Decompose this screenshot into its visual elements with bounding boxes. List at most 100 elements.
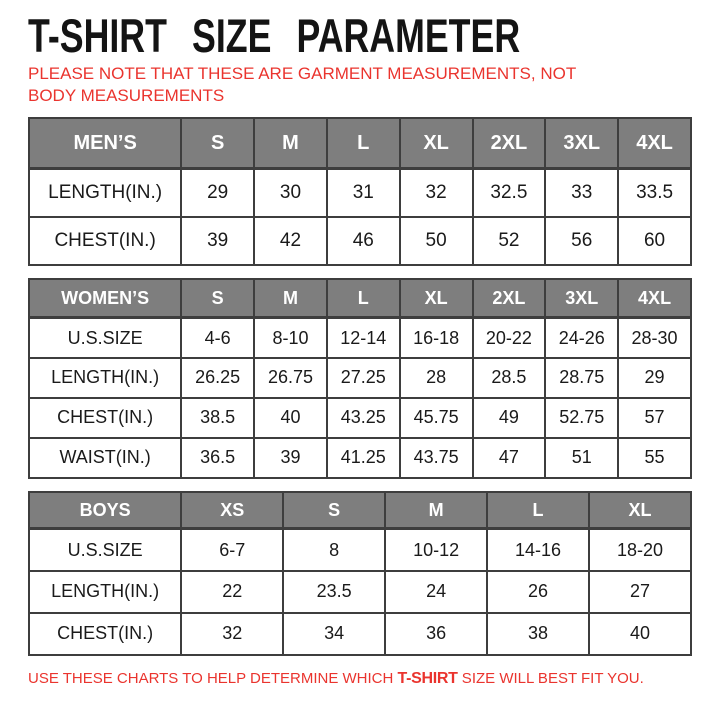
value-cell: 42: [253, 215, 328, 266]
womens-size-header-cell: 2XL: [471, 277, 547, 320]
womens-size-header-cell: L: [325, 277, 401, 320]
boys-table-row: CHEST(IN.) 32 34 36 38 40: [27, 611, 692, 656]
mens-size-header-cell: S: [180, 116, 256, 171]
value-cell: 56: [544, 215, 620, 266]
value-cell: 32: [180, 611, 285, 656]
size-parameter-page: T-SHIRT SIZE PARAMETER PLEASE NOTE THAT …: [27, 9, 692, 688]
value-cell: 31: [325, 167, 401, 218]
value-cell: 26.75: [253, 356, 328, 399]
value-cell: 4-6: [180, 316, 256, 359]
value-cell: 18-20: [588, 527, 692, 572]
value-cell: 12-14: [325, 316, 401, 359]
womens-size-table: WOMEN’S S M L XL 2XL 3XL 4XL U.S.SIZE 4-6 8-10 12-1…: [27, 277, 692, 479]
value-cell: 36: [384, 611, 489, 656]
value-cell: 60: [617, 215, 692, 266]
value-cell: 16-18: [398, 316, 474, 359]
mens-size-header-cell: 2XL: [471, 116, 547, 171]
value-cell: 24-26: [544, 316, 620, 359]
boys-table-row: U.S.SIZE 6-7 8 10-12 14-16 18-20: [27, 527, 692, 572]
value-cell: 28: [398, 356, 474, 399]
value-cell: 52: [471, 215, 547, 266]
boys-size-header-cell: XS: [180, 490, 285, 531]
value-cell: 10-12: [384, 527, 489, 572]
boys-size-header-cell: S: [282, 490, 387, 531]
value-cell: 36.5: [180, 436, 256, 479]
value-cell: 30: [253, 167, 328, 218]
value-cell: 45.75: [398, 396, 474, 439]
value-cell: 28.75: [544, 356, 620, 399]
womens-table-row: WAIST(IN.) 36.5 39 41.25 43.75 47 51 55: [27, 436, 692, 479]
boys-size-header-cell: M: [384, 490, 489, 531]
page-title: T-SHIRT SIZE PARAMETER: [28, 9, 521, 62]
value-cell: 52.75: [544, 396, 620, 439]
womens-header-row: WOMEN’S S M L XL 2XL 3XL 4XL: [27, 277, 692, 320]
mens-size-header-cell: M: [253, 116, 328, 171]
value-cell: 47: [471, 436, 547, 479]
value-cell: 46: [325, 215, 401, 266]
mens-size-header-cell: XL: [398, 116, 474, 171]
value-cell: 20-22: [471, 316, 547, 359]
value-cell: 8-10: [253, 316, 328, 359]
womens-table-row: CHEST(IN.) 38.5 40 43.25 45.75 49 52.75 57: [27, 396, 692, 439]
value-cell: 49: [471, 396, 547, 439]
row-label-cell: LENGTH(IN.): [27, 167, 183, 218]
value-cell: 34: [282, 611, 387, 656]
value-cell: 43.75: [398, 436, 474, 479]
mens-table-row: CHEST(IN.) 39 42 46 50 52 56 60: [27, 215, 692, 266]
row-label-cell: CHEST(IN.): [27, 396, 183, 439]
value-cell: 40: [253, 396, 328, 439]
value-cell: 38: [486, 611, 590, 656]
value-cell: 33.5: [617, 167, 692, 218]
value-cell: 41.25: [325, 436, 401, 479]
womens-size-header-cell: M: [253, 277, 328, 320]
value-cell: 23.5: [282, 569, 387, 614]
value-cell: 14-16: [486, 527, 590, 572]
mens-size-header-cell: 3XL: [544, 116, 620, 171]
row-label-cell: WAIST(IN.): [27, 436, 183, 479]
womens-table-row: LENGTH(IN.) 26.25 26.75 27.25 28 28.5 28.75 29: [27, 356, 692, 399]
mens-size-header-cell: 4XL: [617, 116, 692, 171]
womens-size-header-cell: XL: [398, 277, 474, 320]
value-cell: 24: [384, 569, 489, 614]
boys-table-row: LENGTH(IN.) 22 23.5 24 26 27: [27, 569, 692, 614]
boys-size-table: BOYS XS S M L XL U.S.SIZE 6-7 8 10-12 14-16 18-20 LE…: [27, 490, 692, 656]
footer-note-suffix: SIZE WILL BEST FIT YOU.: [457, 669, 644, 687]
row-label-cell: U.S.SIZE: [27, 527, 183, 572]
mens-size-table: MEN’S S M L XL 2XL 3XL 4XL LENGTH(IN.) 29 30 31 32 32…: [27, 116, 692, 266]
womens-size-header-cell: 3XL: [544, 277, 620, 320]
value-cell: 26.25: [180, 356, 256, 399]
value-cell: 26: [486, 569, 590, 614]
boys-size-header-cell: L: [486, 490, 590, 531]
value-cell: 32: [398, 167, 474, 218]
value-cell: 43.25: [325, 396, 401, 439]
mens-table-row: LENGTH(IN.) 29 30 31 32 32.5 33 33.5: [27, 167, 692, 218]
value-cell: 29: [180, 167, 256, 218]
womens-table-title-cell: WOMEN’S: [27, 277, 183, 320]
value-cell: 39: [253, 436, 328, 479]
value-cell: 27: [588, 569, 692, 614]
value-cell: 51: [544, 436, 620, 479]
value-cell: 27.25: [325, 356, 401, 399]
footer-note: USE THESE CHARTS TO HELP DETERMINE WHICH…: [28, 670, 692, 688]
value-cell: 28-30: [617, 316, 692, 359]
value-cell: 28.5: [471, 356, 547, 399]
garment-measurement-note: PLEASE NOTE THAT THESE ARE GARMENT MEASU…: [28, 63, 576, 105]
value-cell: 29: [617, 356, 692, 399]
value-cell: 32.5: [471, 167, 547, 218]
value-cell: 40: [588, 611, 692, 656]
row-label-cell: U.S.SIZE: [27, 316, 183, 359]
row-label-cell: CHEST(IN.): [27, 215, 183, 266]
mens-table-title-cell: MEN’S: [27, 116, 183, 171]
value-cell: 50: [398, 215, 474, 266]
value-cell: 22: [180, 569, 285, 614]
value-cell: 33: [544, 167, 620, 218]
value-cell: 55: [617, 436, 692, 479]
value-cell: 38.5: [180, 396, 256, 439]
womens-size-header-cell: 4XL: [617, 277, 692, 320]
row-label-cell: LENGTH(IN.): [27, 569, 183, 614]
boys-table-title-cell: BOYS: [27, 490, 183, 531]
footer-note-tshirt-word: T-SHIRT: [397, 669, 458, 687]
womens-size-header-cell: S: [180, 277, 256, 320]
boys-size-header-cell: XL: [588, 490, 692, 531]
value-cell: 39: [180, 215, 256, 266]
